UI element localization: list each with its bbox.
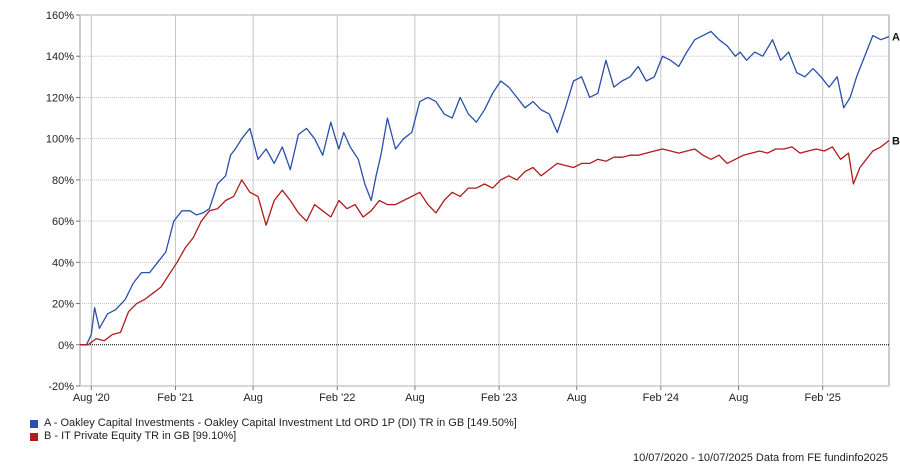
legend-label-a: A - Oakley Capital Investments - Oakley …	[44, 417, 517, 429]
y-tick-label: -20%	[48, 381, 74, 393]
y-axis-ticks: 160% 140% 120% 100% 80% 60% 40% 20% 0% -20%	[46, 10, 80, 393]
y-tick-label: 80%	[52, 175, 74, 187]
x-tick-label: Feb '21	[157, 392, 193, 404]
legend-swatch-b	[30, 432, 38, 441]
x-tick-label: Aug	[567, 392, 587, 404]
y-tick-label: 40%	[52, 257, 74, 269]
chart-grid	[79, 14, 890, 387]
series-line-b	[80, 139, 890, 346]
plot-frame	[79, 14, 890, 387]
y-tick-label: 140%	[46, 51, 74, 63]
y-tick-label: 100%	[46, 134, 74, 146]
x-tick-label: Feb '23	[481, 392, 517, 404]
x-tick-label: Aug	[729, 392, 749, 404]
legend-label-b: B - IT Private Equity TR in GB [99.10%]	[44, 430, 237, 442]
x-tick-label: Aug	[405, 392, 425, 404]
series-end-label-b: B	[892, 136, 900, 148]
x-tick-label: Feb '22	[319, 392, 355, 404]
legend-item-b: B - IT Private Equity TR in GB [99.10%]	[30, 430, 517, 443]
series-end-label-a: A	[892, 32, 900, 44]
x-tick-label: Aug '20	[73, 392, 110, 404]
y-tick-label: 0%	[58, 340, 74, 352]
x-tick-label: Feb '25	[804, 392, 840, 404]
chart-legend: A - Oakley Capital Investments - Oakley …	[30, 417, 517, 443]
x-axis-ticks: Aug '20 Feb '21 Aug Feb '22 Aug Feb '23 Aug Feb…	[73, 386, 841, 404]
line-chart: 160% 140% 120% 100% 80% 60% 40% 20% 0% -20% Aug '…	[46, 10, 900, 404]
y-tick-label: 120%	[46, 92, 74, 104]
series-end-labels: AB	[892, 32, 900, 148]
x-tick-label: Feb '24	[643, 392, 679, 404]
legend-swatch-a	[30, 419, 38, 428]
x-tick-label: Aug	[243, 392, 263, 404]
series-line-a	[80, 30, 890, 346]
y-tick-label: 160%	[46, 10, 74, 22]
chart-series	[80, 30, 890, 346]
y-tick-label: 60%	[52, 216, 74, 228]
legend-item-a: A - Oakley Capital Investments - Oakley …	[30, 417, 517, 430]
chart-footer: 10/07/2020 - 10/07/2025 Data from FE fun…	[632, 452, 888, 464]
y-tick-label: 20%	[52, 299, 74, 311]
